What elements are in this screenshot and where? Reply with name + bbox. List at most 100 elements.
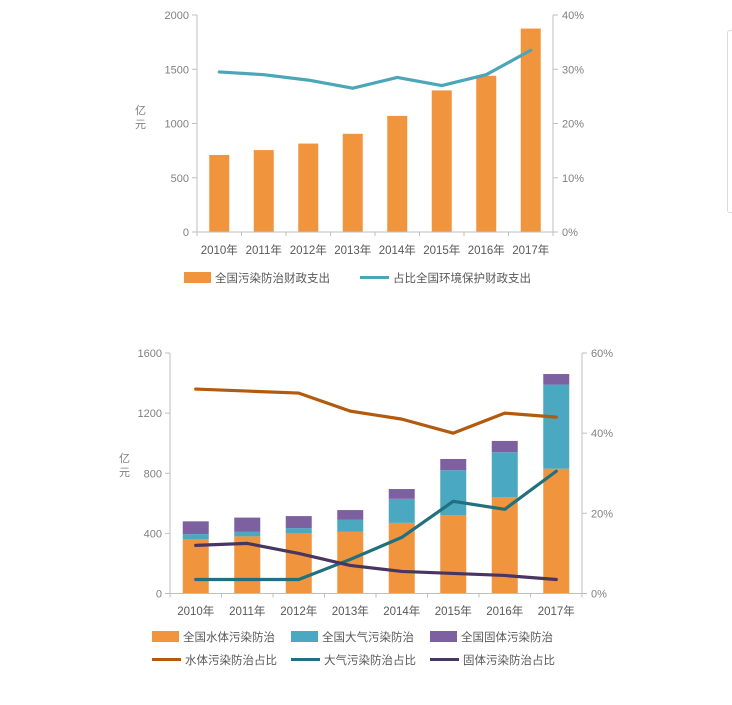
legend-line-swatch-icon — [291, 658, 320, 661]
legend-bar-swatch-icon — [291, 631, 318, 642]
x-axis-category-label: 2012年 — [290, 243, 327, 257]
bar-segment — [285, 528, 312, 534]
bar-segment — [440, 458, 467, 471]
right-edge-panel — [727, 30, 732, 213]
left-axis-tick-label: 1200 — [138, 408, 162, 420]
bar-segment — [388, 489, 415, 499]
x-axis-category-label: 2013年 — [332, 604, 369, 618]
right-axis-tick-label: 40% — [591, 428, 613, 440]
right-axis-tick-label: 0% — [591, 589, 607, 601]
x-axis-category-label: 2011年 — [229, 604, 265, 618]
bar-segment — [298, 143, 319, 232]
x-axis-category-label: 2015年 — [435, 604, 472, 618]
bar-segment — [209, 154, 230, 232]
right-axis-tick-label: 20% — [562, 119, 584, 131]
left-axis-tick-label: 1500 — [165, 64, 189, 76]
bar-series — [209, 28, 541, 232]
legend-item: 全国污染防治财政支出 — [184, 270, 330, 285]
bar-segment — [476, 75, 497, 232]
x-axis-category-label: 2014年 — [379, 243, 416, 257]
left-axis-tick-label: 1600 — [138, 348, 162, 360]
x-axis-category-label: 2012年 — [280, 604, 317, 618]
bar-segment — [234, 531, 261, 537]
legend-bar-swatch-icon — [430, 631, 457, 642]
bar-segment — [491, 452, 518, 498]
fiscal-expenditure-chart: 0 500 1000 1500 2000 0% 10% 20% 30% 40% 2010年 2011年… — [165, 10, 585, 257]
bar-segment — [285, 533, 312, 594]
line-series — [194, 387, 558, 435]
axes — [165, 352, 587, 598]
bar-segment — [342, 133, 363, 232]
bar-segment — [253, 150, 274, 232]
x-axis-category-label: 2016年 — [468, 243, 505, 257]
bar-segment — [337, 510, 364, 520]
line-series — [194, 469, 558, 582]
bar-series — [182, 384, 570, 540]
axes — [192, 14, 558, 236]
bar-series — [182, 468, 570, 594]
bar-series-group — [209, 28, 541, 232]
pollution-type-expenditure-chart: 0 400 800 1200 1600 0% 20% 40% 60% 2010年 2011年 2012… — [138, 348, 614, 618]
x-axis-category-label: 2016年 — [486, 604, 523, 618]
bar-segment — [431, 90, 452, 232]
bar-segment — [440, 515, 467, 594]
left-axis-tick-label: 400 — [144, 528, 162, 540]
legend-label: 固体污染防治占比 — [463, 654, 555, 667]
bar-segment — [387, 115, 408, 232]
line-series — [217, 48, 533, 90]
bar-segment — [182, 521, 209, 535]
x-axis-category-label: 2017年 — [512, 243, 549, 257]
legend-item: 全国水体污染防治 — [152, 629, 291, 644]
bar-segment — [285, 516, 312, 529]
left-axis-tick-label: 800 — [144, 468, 162, 480]
bar-segment — [234, 517, 261, 532]
chart1-legend: 全国污染防治财政支出 占比全国环境保护财政支出 — [120, 270, 595, 285]
right-axis-tick-label: 20% — [591, 508, 613, 520]
legend-label: 全国水体污染防治 — [183, 631, 275, 644]
legend-item: 水体污染防治占比 — [152, 652, 291, 667]
bar-segment — [491, 497, 518, 594]
line-series — [194, 541, 558, 582]
chart2-legend: 全国水体污染防治 全国大气污染防治 全国固体污染防治水体污染防治占比 大气污染防治占比… — [152, 629, 569, 675]
x-axis-category-label: 2015年 — [423, 243, 460, 257]
left-axis-tick-label: 0 — [156, 589, 162, 601]
bar-segment — [491, 440, 518, 453]
x-axis-category-label: 2013年 — [334, 243, 371, 257]
legend-item: 全国固体污染防治 — [430, 629, 569, 644]
legend-label: 全国固体污染防治 — [461, 631, 553, 644]
left-axis-tick-label: 2000 — [165, 10, 189, 22]
legend-label: 全国大气污染防治 — [322, 631, 414, 644]
legend-line-swatch-icon — [152, 658, 181, 661]
bar-segment — [182, 539, 209, 594]
legend-row: 水体污染防治占比 大气污染防治占比 固体污染防治占比 — [152, 652, 569, 667]
bar-segment — [543, 384, 570, 469]
legend-label: 大气污染防治占比 — [324, 654, 416, 667]
legend-bar-swatch-icon — [152, 631, 179, 642]
legend-item: 占比全国环境保护财政支出 — [360, 270, 531, 285]
legend-item: 大气污染防治占比 — [291, 652, 430, 667]
legend-item: 固体污染防治占比 — [430, 652, 569, 667]
legend-line-swatch-icon — [430, 658, 459, 661]
bar-series-group — [182, 374, 570, 594]
chart2-y-axis-title: 亿元 — [119, 453, 130, 479]
left-axis-tick-label: 1000 — [165, 119, 189, 131]
right-axis-tick-label: 40% — [562, 10, 584, 22]
bar-segment — [337, 519, 364, 532]
bar-segment — [543, 374, 570, 385]
bar-series — [182, 374, 570, 535]
chart1-y-axis-title: 亿元 — [135, 105, 146, 131]
legend-row: 全国水体污染防治 全国大气污染防治 全国固体污染防治 — [152, 629, 569, 644]
x-axis-category-label: 2014年 — [383, 604, 420, 618]
right-axis-tick-label: 0% — [562, 227, 578, 239]
x-axis-category-label: 2017年 — [538, 604, 575, 618]
x-axis-category-label: 2010年 — [177, 604, 214, 618]
bar-segment — [388, 498, 415, 523]
legend-label: 水体污染防治占比 — [185, 654, 277, 667]
bar-segment — [543, 468, 570, 594]
legend-bar-swatch-icon — [184, 272, 211, 283]
legend-item: 全国大气污染防治 — [291, 629, 430, 644]
legend-line-swatch-icon — [360, 276, 389, 279]
bar-segment — [182, 534, 209, 540]
left-axis-tick-label: 0 — [183, 227, 189, 239]
